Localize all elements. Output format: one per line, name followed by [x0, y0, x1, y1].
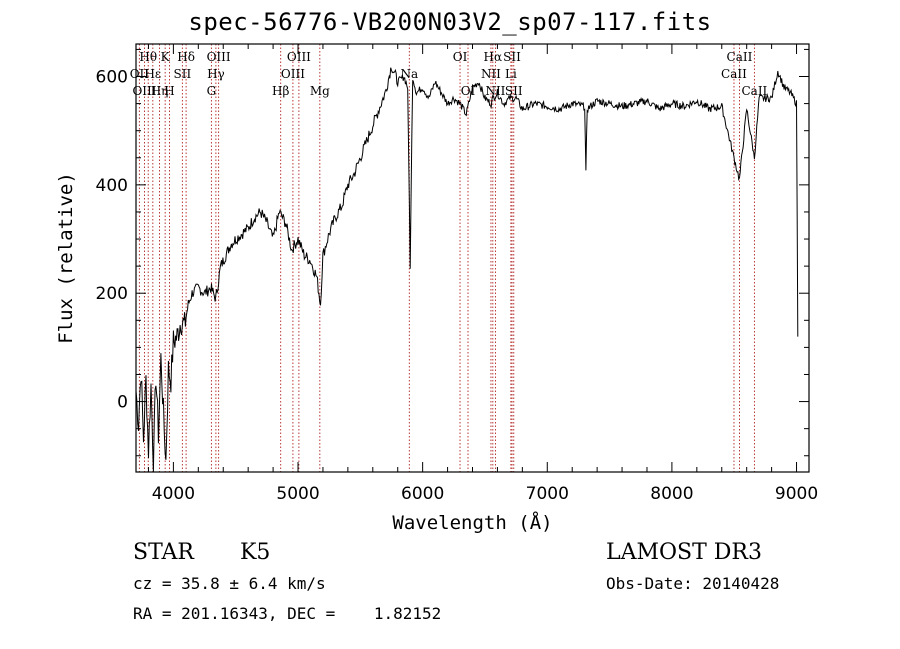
- emission-line-label: SII: [505, 84, 523, 98]
- emission-line-label: H: [164, 84, 174, 98]
- x-tick-label: 8000: [650, 484, 693, 504]
- x-axis-label: Wavelength (Å): [392, 511, 552, 534]
- emission-line-label: NII: [481, 67, 501, 81]
- y-tick-label: 200: [96, 284, 128, 304]
- spectrum-line: [135, 67, 799, 473]
- y-tick-label: 600: [96, 68, 128, 88]
- emission-line-label: Hγ: [207, 67, 225, 81]
- emission-line-label: OII: [130, 67, 150, 81]
- emission-line-label: OIII: [287, 50, 311, 64]
- y-axis-label: Flux (relative): [55, 172, 77, 344]
- y-tick-label: 400: [96, 176, 128, 196]
- emission-line-label: OI: [461, 84, 476, 98]
- object-class: STAR: [133, 540, 194, 565]
- emission-line-label: OIII: [281, 67, 305, 81]
- x-tick-label: 5000: [276, 484, 319, 504]
- axis-ticks: 4000 5000 6000 7000 8000 9000 0 200 400 600: [96, 44, 818, 504]
- emission-line-label: SII: [503, 50, 521, 64]
- emission-line-label: K: [161, 50, 171, 64]
- emission-line-label: Hη: [151, 84, 169, 98]
- spectrum-series: [135, 67, 799, 473]
- emission-line-label: Li: [505, 67, 517, 81]
- chart-title: spec-56776-VB200N03V2_sp07-117.fits: [188, 8, 712, 36]
- emission-line-label: Hε: [144, 67, 161, 81]
- emission-line-label: Hδ: [177, 50, 195, 64]
- emission-line-label: Hβ: [272, 84, 289, 98]
- emission-line-label: CaII: [741, 84, 767, 98]
- emission-line-label: Mg: [310, 84, 330, 98]
- x-tick-label: 9000: [775, 484, 818, 504]
- x-tick-label: 7000: [526, 484, 569, 504]
- emission-line-label: Na: [400, 67, 418, 81]
- redshift-text: cz = 35.8 ± 6.4 km/s: [133, 574, 326, 593]
- emission-line-label: OI: [453, 50, 468, 64]
- object-subclass: K5: [240, 540, 271, 565]
- y-tick-label: 0: [117, 393, 128, 413]
- x-tick-label: 4000: [152, 484, 195, 504]
- emission-line-label: OIII: [132, 84, 156, 98]
- emission-line-label: Hα: [484, 50, 503, 64]
- emission-line-label: OIII: [207, 50, 231, 64]
- coordinates: RA = 201.16343, DEC = 1.82152: [133, 604, 442, 623]
- emission-line-label: Hθ: [139, 50, 157, 64]
- x-tick-label: 6000: [401, 484, 444, 504]
- emission-line-label: SII: [174, 67, 192, 81]
- survey-name: LAMOST DR3: [606, 540, 762, 565]
- emission-line-label: CaII: [727, 50, 753, 64]
- emission-line-markers: [138, 44, 755, 472]
- emission-line-label: CaII: [721, 67, 747, 81]
- emission-line-label: NII: [485, 84, 505, 98]
- emission-line-label: G: [207, 84, 217, 98]
- obs-date: Obs-Date: 20140428: [606, 574, 780, 593]
